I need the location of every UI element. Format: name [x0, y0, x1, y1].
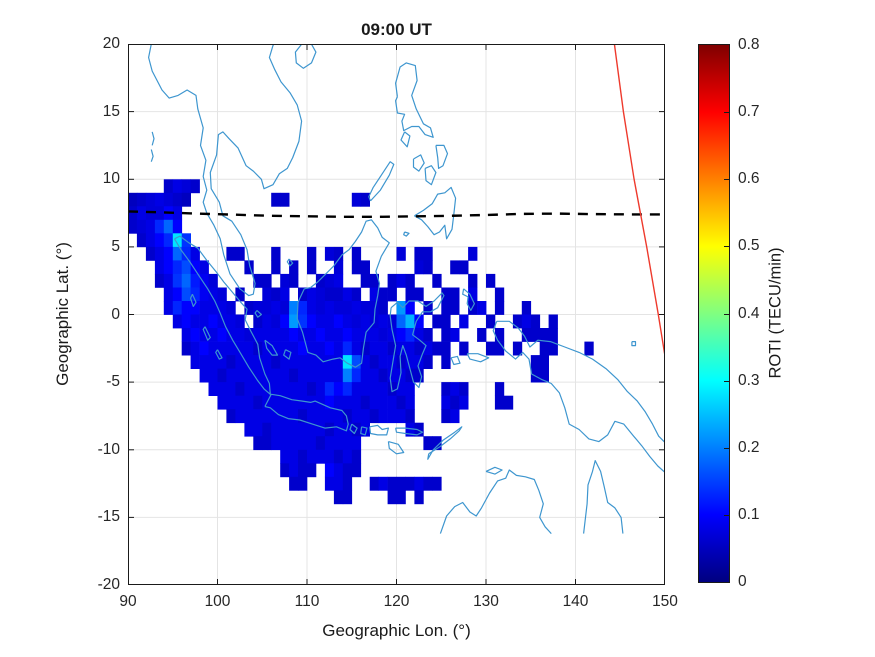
colorbar-tick-label: 0.5	[738, 237, 760, 255]
colorbar	[698, 44, 730, 583]
colorbar-tick-label: 0.4	[738, 304, 760, 322]
y-tick-label: 20	[102, 35, 120, 52]
colorbar-tick-label: 0.2	[738, 438, 760, 456]
colorbar-tick-label: 0.1	[738, 505, 760, 523]
colorbar-tick	[724, 514, 729, 516]
colorbar-label: ROTI (TECU/min)	[766, 247, 785, 379]
red-terminator-line	[613, 44, 665, 354]
y-tick-label: 0	[111, 305, 120, 323]
y-tick-label: -15	[97, 508, 120, 526]
colorbar-tick	[724, 246, 729, 248]
roti-data-cells	[128, 179, 594, 505]
colorbar-tick	[724, 447, 729, 449]
x-tick-label: 90	[119, 593, 137, 610]
map-plot-area	[128, 44, 665, 585]
colorbar-tick	[724, 112, 729, 114]
axis-box	[128, 44, 665, 585]
colorbar-tick-label: 0.7	[738, 103, 760, 121]
x-axis-label: Geographic Lon. (°)	[322, 621, 471, 640]
colorbar-tick	[724, 179, 729, 181]
x-tick-label: 120	[383, 593, 410, 610]
colorbar-tick-label: 0.8	[738, 36, 760, 53]
x-tick-label: 100	[204, 593, 231, 610]
y-tick-label: -10	[97, 440, 120, 458]
colorbar-tick	[724, 380, 729, 382]
chart-title: 09:00 UT	[361, 20, 432, 39]
y-tick-label: -5	[106, 373, 120, 391]
colorbar-tick	[724, 313, 729, 315]
x-tick-label: 150	[652, 593, 678, 610]
x-tick-label: 130	[473, 593, 499, 610]
colorbar-tick-label: 0	[738, 573, 747, 590]
y-tick-label: 5	[111, 237, 120, 255]
colorbar-tick-label: 0.6	[738, 170, 760, 188]
colorbar-tick-label: 0.3	[738, 371, 760, 389]
y-tick-label: 15	[102, 102, 120, 120]
y-tick-label: 10	[102, 170, 120, 188]
coastlines	[148, 44, 665, 535]
x-tick-label: 140	[562, 593, 589, 610]
y-tick-label: -20	[97, 576, 120, 593]
x-tick-label: 110	[294, 593, 320, 610]
